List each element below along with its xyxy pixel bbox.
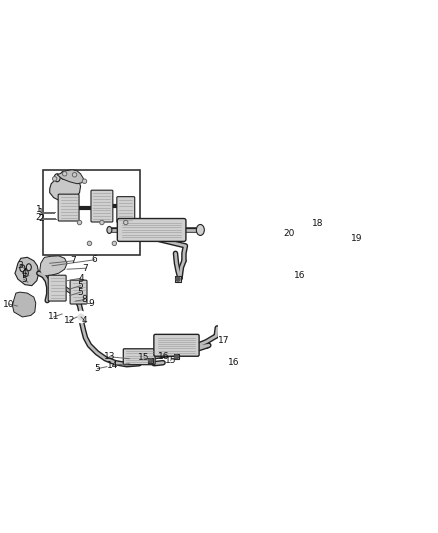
Bar bbox=[148, 358, 153, 363]
Text: 19: 19 bbox=[351, 234, 363, 243]
Text: 5: 5 bbox=[78, 288, 83, 296]
Bar bbox=[43, 171, 140, 255]
Text: 16: 16 bbox=[293, 271, 305, 280]
Text: 4: 4 bbox=[22, 268, 28, 277]
Text: 4: 4 bbox=[78, 273, 84, 282]
Text: 5: 5 bbox=[95, 364, 100, 373]
Text: 7: 7 bbox=[71, 256, 77, 265]
Ellipse shape bbox=[60, 171, 67, 179]
Circle shape bbox=[82, 179, 86, 183]
Text: 2: 2 bbox=[39, 214, 44, 223]
FancyBboxPatch shape bbox=[123, 349, 155, 365]
Text: 9: 9 bbox=[88, 298, 94, 308]
Ellipse shape bbox=[26, 264, 32, 271]
FancyBboxPatch shape bbox=[117, 197, 135, 222]
Ellipse shape bbox=[23, 270, 28, 277]
Text: 4: 4 bbox=[82, 316, 87, 325]
FancyBboxPatch shape bbox=[91, 190, 113, 222]
Text: 5: 5 bbox=[21, 274, 27, 284]
Circle shape bbox=[113, 243, 115, 244]
Circle shape bbox=[148, 359, 152, 362]
Circle shape bbox=[78, 221, 81, 224]
Circle shape bbox=[125, 222, 127, 223]
Circle shape bbox=[174, 355, 178, 359]
Text: 2: 2 bbox=[35, 213, 41, 222]
Circle shape bbox=[101, 222, 103, 223]
Circle shape bbox=[100, 221, 104, 224]
Circle shape bbox=[176, 277, 180, 281]
Text: 16: 16 bbox=[228, 358, 240, 367]
Text: 1: 1 bbox=[35, 205, 41, 214]
FancyBboxPatch shape bbox=[58, 194, 79, 221]
Circle shape bbox=[63, 172, 67, 176]
FancyBboxPatch shape bbox=[154, 334, 199, 356]
Ellipse shape bbox=[107, 227, 112, 233]
Text: 12: 12 bbox=[64, 316, 75, 325]
Text: 18: 18 bbox=[312, 219, 324, 228]
Polygon shape bbox=[40, 256, 67, 276]
Circle shape bbox=[53, 177, 57, 181]
Text: 7: 7 bbox=[83, 264, 88, 273]
FancyBboxPatch shape bbox=[117, 219, 186, 241]
Circle shape bbox=[88, 241, 92, 245]
Ellipse shape bbox=[54, 174, 60, 182]
Circle shape bbox=[78, 314, 84, 320]
Text: 8: 8 bbox=[81, 295, 88, 304]
Text: 5: 5 bbox=[78, 281, 83, 290]
Circle shape bbox=[88, 243, 91, 244]
Bar bbox=[175, 276, 181, 282]
Circle shape bbox=[64, 173, 66, 175]
FancyBboxPatch shape bbox=[70, 280, 87, 304]
Text: 16: 16 bbox=[158, 352, 170, 361]
Text: 6: 6 bbox=[92, 255, 97, 264]
Text: 15: 15 bbox=[138, 353, 150, 362]
Polygon shape bbox=[50, 175, 81, 203]
Circle shape bbox=[76, 311, 86, 322]
Text: 13: 13 bbox=[104, 352, 115, 361]
Polygon shape bbox=[12, 292, 36, 317]
Text: 1: 1 bbox=[39, 207, 44, 216]
Circle shape bbox=[73, 173, 77, 177]
Polygon shape bbox=[57, 170, 84, 184]
Circle shape bbox=[78, 222, 81, 223]
Text: 17: 17 bbox=[218, 336, 230, 345]
Circle shape bbox=[54, 178, 56, 180]
Text: 11: 11 bbox=[48, 312, 60, 321]
Ellipse shape bbox=[196, 224, 204, 236]
Ellipse shape bbox=[20, 265, 25, 272]
Text: 3: 3 bbox=[17, 261, 23, 270]
Bar bbox=[174, 354, 179, 359]
Text: 20: 20 bbox=[284, 229, 295, 238]
Ellipse shape bbox=[67, 172, 73, 180]
Circle shape bbox=[84, 180, 85, 182]
Polygon shape bbox=[15, 257, 39, 286]
FancyBboxPatch shape bbox=[48, 275, 66, 301]
Circle shape bbox=[113, 241, 117, 245]
Text: 15: 15 bbox=[165, 356, 176, 365]
Circle shape bbox=[74, 174, 76, 176]
Text: 14: 14 bbox=[107, 361, 118, 370]
Text: 10: 10 bbox=[3, 300, 15, 309]
Circle shape bbox=[124, 221, 128, 224]
